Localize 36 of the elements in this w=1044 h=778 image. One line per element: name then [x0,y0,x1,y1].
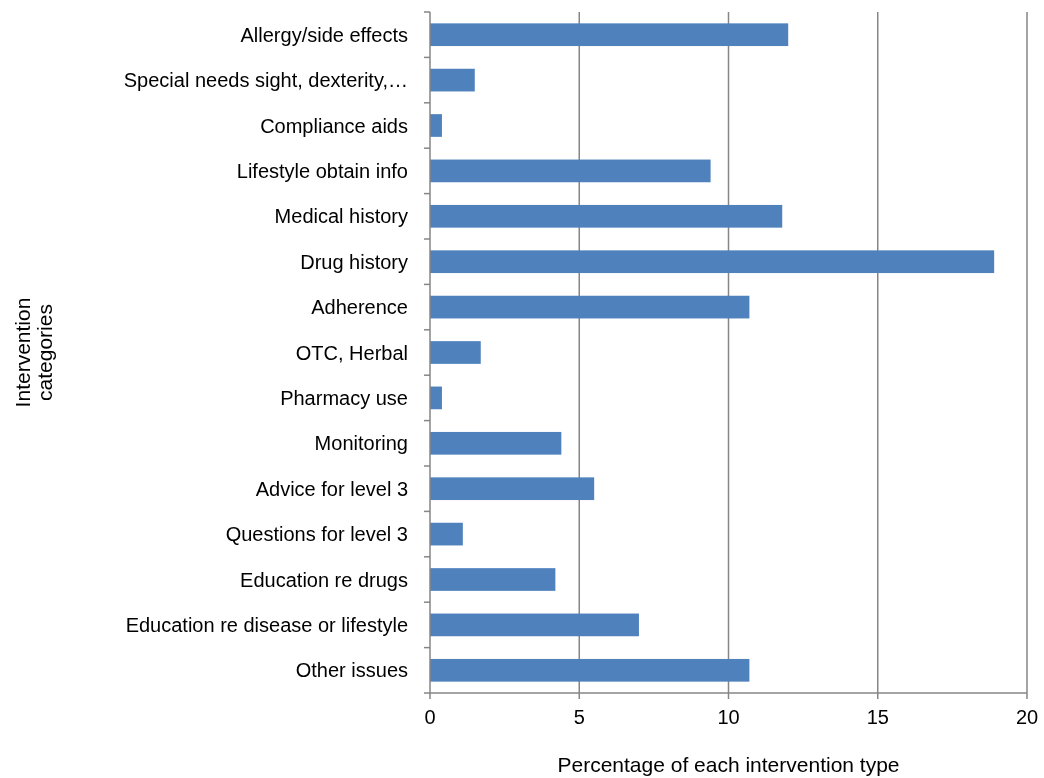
bar [430,658,750,682]
y-tick-label: Lifestyle obtain info [236,159,408,182]
x-tick-label: 15 [866,706,889,728]
bar [430,114,442,137]
bar [430,477,595,501]
y-tick-label: OTC, Herbal [295,341,408,364]
y-tick-label: Education re drugs [240,568,408,591]
y-tick-label: Adherence [311,296,408,319]
y-tick-label: Advice for level 3 [255,477,408,500]
bar [430,204,783,228]
y-tick-label: Drug history [300,250,408,273]
bar [430,341,481,364]
bar [430,613,639,637]
bar [430,68,475,92]
bar [430,250,995,274]
x-tick-label: 10 [717,706,740,728]
x-tick-label: 0 [424,706,436,728]
y-tick-label: Compliance aids [260,114,408,137]
y-tick-label: Medical history [274,205,408,228]
x-tick-label: 20 [1015,706,1039,728]
bar [430,431,562,455]
bar [430,159,711,183]
bar [430,23,789,47]
y-tick-label: Allergy/side effects [240,23,408,46]
y-tick-label: Education re disease or lifestyle [125,613,408,636]
y-tick-label: Pharmacy use [280,386,408,409]
x-axis-title: Percentage of each intervention type [557,753,900,776]
y-tick-label: Special needs sight, dexterity,… [123,69,408,92]
y-tick-label: Monitoring [314,432,408,455]
x-tick-label: 5 [573,706,585,728]
bar [430,522,463,546]
y-axis-title: Intervention categories [11,297,56,408]
bar [430,295,750,319]
y-tick-label: Other issues [295,659,408,682]
y-tick-label: Questions for level 3 [225,523,408,546]
bar [430,568,556,591]
